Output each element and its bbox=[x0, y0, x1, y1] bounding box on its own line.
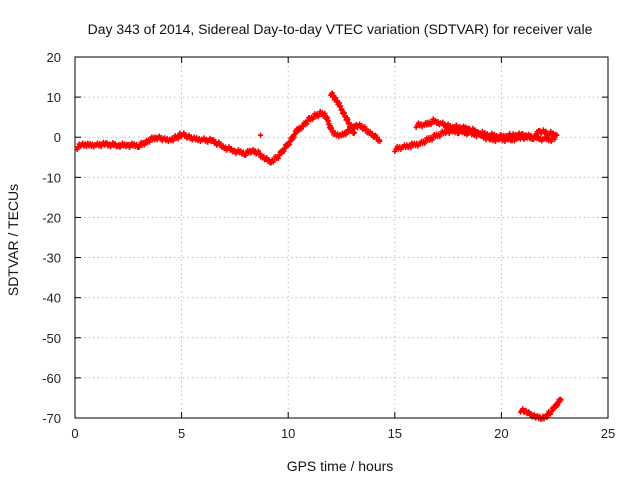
data-point bbox=[520, 406, 526, 412]
data-point bbox=[270, 159, 276, 165]
data-point bbox=[544, 414, 550, 420]
data-point bbox=[532, 135, 538, 141]
x-tick-label: 10 bbox=[281, 426, 295, 441]
data-point bbox=[112, 141, 118, 147]
data-point bbox=[175, 136, 181, 142]
x-tick-label: 20 bbox=[494, 426, 508, 441]
y-tick-label: -60 bbox=[42, 371, 61, 386]
ticks-layer bbox=[74, 56, 609, 419]
data-point bbox=[429, 137, 435, 143]
data-point bbox=[422, 140, 428, 146]
x-tick-label: 25 bbox=[601, 426, 615, 441]
tick-labels: 0 5 10 15 20 25 20 10 0 -10 -20 -30 -40 -50 -60 -70 bbox=[42, 50, 615, 441]
data-point bbox=[305, 118, 311, 124]
data-point bbox=[322, 110, 328, 116]
plot-frame bbox=[74, 56, 609, 419]
data-point bbox=[257, 132, 264, 138]
y-axis-label: SDTVAR / TECUs bbox=[5, 184, 21, 296]
data-point bbox=[377, 138, 383, 144]
y-tick-label: -10 bbox=[42, 170, 61, 185]
data-point bbox=[147, 139, 153, 145]
data-points bbox=[74, 90, 564, 422]
data-point bbox=[543, 128, 549, 134]
data-point bbox=[351, 130, 357, 136]
data-point bbox=[554, 132, 560, 138]
data-point bbox=[240, 149, 246, 155]
data-point bbox=[558, 397, 564, 403]
y-tick-label: -50 bbox=[42, 331, 61, 346]
x-tick-label: 0 bbox=[71, 426, 78, 441]
data-point bbox=[528, 410, 534, 417]
x-tick-label: 15 bbox=[388, 426, 402, 441]
data-point bbox=[310, 116, 316, 122]
data-point bbox=[343, 132, 349, 138]
data-point bbox=[453, 122, 459, 128]
data-point bbox=[547, 411, 554, 417]
data-point bbox=[304, 121, 310, 127]
y-tick-label: -20 bbox=[42, 210, 61, 225]
y-tick-label: -30 bbox=[42, 251, 61, 266]
data-point bbox=[359, 122, 365, 129]
chart-title: Day 343 of 2014, Sidereal Day-to-day VTE… bbox=[88, 21, 593, 37]
y-tick-label: -40 bbox=[42, 291, 61, 306]
x-tick-label: 5 bbox=[178, 426, 185, 441]
data-point bbox=[428, 121, 434, 127]
y-tick-label: 10 bbox=[47, 90, 61, 105]
data-point bbox=[475, 128, 481, 135]
data-point bbox=[437, 133, 443, 140]
data-point bbox=[298, 126, 304, 132]
x-axis-label: GPS time / hours bbox=[287, 458, 394, 474]
y-tick-label: 20 bbox=[47, 50, 61, 65]
y-tick-label: -70 bbox=[42, 411, 61, 426]
y-tick-label: 0 bbox=[54, 130, 61, 145]
